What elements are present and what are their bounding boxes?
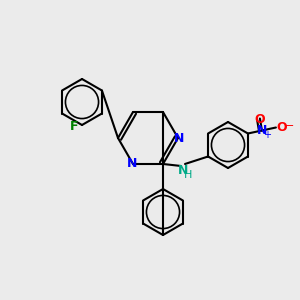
Text: H: H	[184, 170, 192, 180]
Text: −: −	[285, 121, 295, 130]
Text: +: +	[263, 130, 271, 140]
Text: F: F	[70, 119, 78, 133]
Text: N: N	[174, 131, 184, 145]
Text: N: N	[257, 124, 267, 137]
Text: N: N	[127, 158, 137, 170]
Text: N: N	[178, 164, 188, 178]
Text: O: O	[277, 121, 287, 134]
Text: O: O	[255, 113, 265, 126]
